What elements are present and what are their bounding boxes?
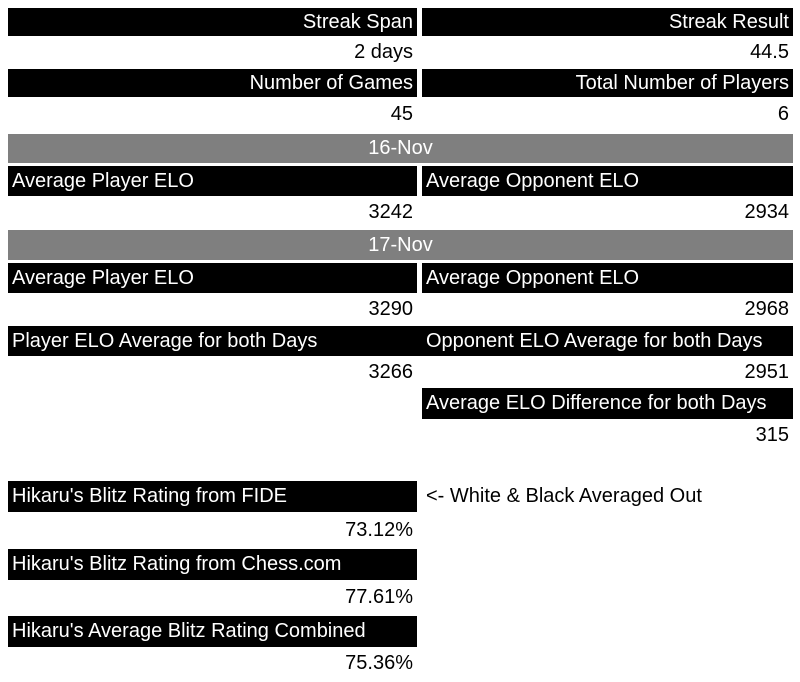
both-days-header-row: Player ELO Average for both Days Opponen…	[0, 326, 800, 356]
day1-elo-value-row: 3242 2934	[0, 196, 800, 229]
num-games-header-cell[interactable]: Number of Games	[8, 69, 417, 97]
chesscom-rating-value-cell[interactable]: 77.61%	[345, 586, 413, 608]
streak-span-value-cell[interactable]: 2 days	[354, 41, 413, 63]
combined-rating-header-row: Hikaru's Average Blitz Rating Combined	[0, 616, 800, 647]
fide-rating-header-row: Hikaru's Blitz Rating from FIDE <- White…	[0, 481, 800, 512]
combined-rating-header-cell[interactable]: Hikaru's Average Blitz Rating Combined	[8, 616, 417, 647]
both-days-header-bar	[8, 326, 793, 356]
elo-diff-header-cell[interactable]: Average ELO Difference for both Days	[422, 388, 793, 419]
total-players-header-cell[interactable]: Total Number of Players	[422, 69, 793, 97]
elo-diff-value-cell[interactable]: 315	[755, 423, 789, 446]
player-avg-both-days-header-cell[interactable]: Player ELO Average for both Days	[12, 329, 318, 352]
day2-date-row: 17-Nov	[0, 230, 800, 260]
day1-date-row: 16-Nov	[0, 134, 800, 163]
day1-player-elo-header-cell[interactable]: Average Player ELO	[8, 166, 417, 196]
fide-rating-value-cell[interactable]: 73.12%	[345, 518, 413, 541]
streak-result-header-cell[interactable]: Streak Result	[422, 8, 793, 36]
chesscom-rating-header-row: Hikaru's Blitz Rating from Chess.com	[0, 549, 800, 580]
player-avg-both-days-value-cell[interactable]: 3266	[368, 360, 414, 383]
day2-opponent-elo-header-cell[interactable]: Average Opponent ELO	[422, 263, 793, 293]
day2-player-elo-value-cell[interactable]: 3290	[368, 298, 414, 320]
day2-date-cell[interactable]: 17-Nov	[8, 230, 793, 260]
num-games-value-cell[interactable]: 45	[390, 102, 413, 125]
streak-result-value-cell[interactable]: 44.5	[750, 41, 789, 63]
elo-diff-value-row: 315	[0, 419, 800, 451]
elo-diff-header-row: Average ELO Difference for both Days	[0, 388, 800, 419]
day2-elo-header-row: Average Player ELO Average Opponent ELO	[0, 263, 800, 293]
day1-date-cell[interactable]: 16-Nov	[8, 134, 793, 163]
day1-elo-header-row: Average Player ELO Average Opponent ELO	[0, 166, 800, 196]
fide-rating-value-row: 73.12%	[0, 512, 800, 548]
day1-opponent-elo-header-cell[interactable]: Average Opponent ELO	[422, 166, 793, 196]
games-header-row: Number of Games Total Number of Players	[0, 69, 800, 97]
opponent-avg-both-days-value-cell[interactable]: 2951	[744, 360, 790, 383]
day1-player-elo-value-cell[interactable]: 3242	[368, 201, 414, 223]
day2-elo-value-row: 3290 2968	[0, 293, 800, 326]
chesscom-rating-value-row: 77.61%	[0, 580, 800, 615]
both-days-value-row: 3266 2951	[0, 356, 800, 388]
games-value-row: 45 6	[0, 97, 800, 131]
day1-opponent-elo-value-cell[interactable]: 2934	[744, 201, 790, 223]
chesscom-rating-header-cell[interactable]: Hikaru's Blitz Rating from Chess.com	[8, 549, 417, 580]
day2-player-elo-header-cell[interactable]: Average Player ELO	[8, 263, 417, 293]
total-players-value-cell[interactable]: 6	[777, 102, 789, 125]
streak-span-header-cell[interactable]: Streak Span	[8, 8, 417, 36]
combined-rating-value-cell[interactable]: 75.36%	[345, 652, 413, 674]
streak-value-row: 2 days 44.5	[0, 36, 800, 69]
averaged-out-note: <- White & Black Averaged Out	[426, 485, 702, 507]
day2-opponent-elo-value-cell[interactable]: 2968	[744, 298, 790, 320]
opponent-avg-both-days-header-cell[interactable]: Opponent ELO Average for both Days	[426, 329, 763, 352]
combined-rating-value-row: 75.36%	[0, 647, 800, 680]
streak-header-row: Streak Span Streak Result	[0, 8, 800, 36]
fide-rating-header-cell[interactable]: Hikaru's Blitz Rating from FIDE	[8, 481, 417, 512]
